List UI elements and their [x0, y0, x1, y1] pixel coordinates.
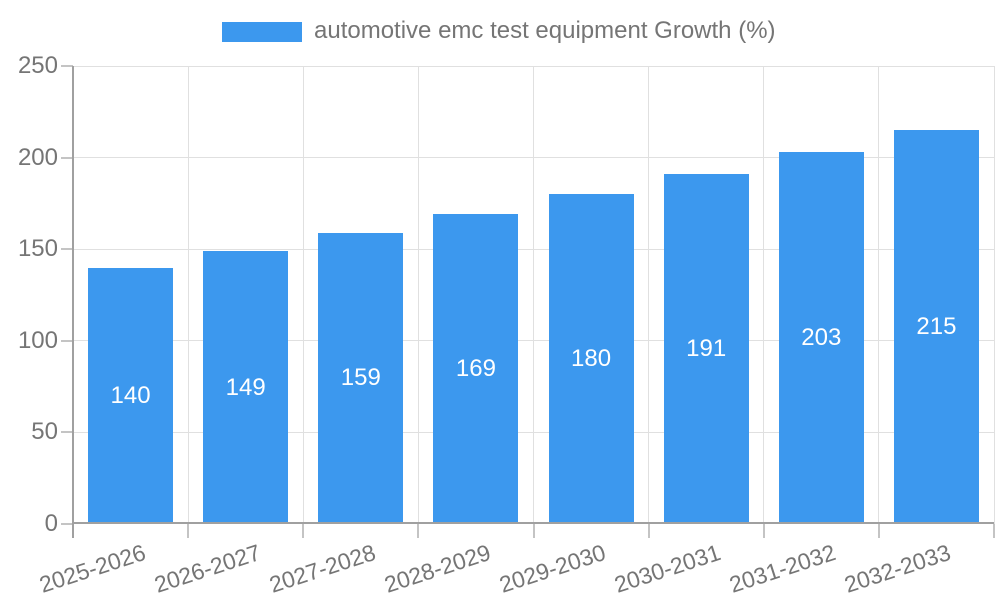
- x-axis-tick: [302, 524, 305, 538]
- x-axis-tick-label: 2026-2027: [150, 539, 264, 598]
- y-axis-tick: [61, 431, 73, 434]
- y-axis-tick-label: 50: [31, 418, 58, 446]
- y-axis-line: [72, 66, 74, 538]
- gridline-vertical: [302, 66, 304, 524]
- x-axis-tick-label: 2029-2030: [496, 539, 609, 598]
- x-axis-tick-label: 2028-2029: [381, 539, 494, 598]
- bar-value-label: 203: [801, 324, 842, 352]
- bar[interactable]: [203, 251, 289, 524]
- bar[interactable]: [778, 152, 864, 524]
- bar[interactable]: [663, 174, 749, 524]
- y-axis-tick: [61, 65, 73, 67]
- bar[interactable]: [318, 232, 404, 524]
- x-axis-tick: [647, 524, 650, 538]
- x-axis-tick: [762, 524, 765, 538]
- bar-value-label: 215: [916, 313, 957, 341]
- y-axis-tick-label: 100: [17, 326, 58, 354]
- gridline-vertical: [993, 66, 995, 524]
- bar-value-label: 169: [455, 355, 496, 383]
- x-axis-tick: [187, 524, 190, 538]
- legend-label: automotive emc test equipment Growth (%): [314, 17, 776, 44]
- gridline-vertical: [878, 66, 880, 524]
- gridline-vertical: [417, 66, 419, 524]
- bar[interactable]: [433, 214, 519, 524]
- y-axis-tick: [61, 248, 73, 251]
- y-axis-tick-label: 200: [17, 143, 58, 171]
- x-axis-tick-label: 2025-2026: [35, 539, 149, 598]
- bar[interactable]: [88, 267, 174, 524]
- gridline-vertical: [648, 66, 650, 524]
- legend-swatch-icon: [222, 22, 302, 42]
- x-axis-tick: [532, 524, 535, 538]
- y-axis-tick-label: 0: [44, 510, 58, 537]
- bar-value-label: 159: [340, 364, 381, 392]
- gridline-vertical: [763, 66, 765, 524]
- y-axis-tick: [61, 523, 73, 525]
- chart-legend: automotive emc test equipment Growth (%): [222, 18, 776, 44]
- y-axis-tick: [61, 156, 73, 159]
- bar-value-label: 191: [686, 335, 727, 363]
- bar-value-label: 140: [110, 381, 151, 409]
- y-axis-tick-label: 150: [17, 235, 58, 263]
- gridline-vertical: [533, 66, 534, 524]
- x-axis-tick-label: 2030-2031: [611, 539, 724, 598]
- bar-value-label: 149: [225, 373, 266, 401]
- y-axis-tick-label: 250: [17, 52, 58, 79]
- x-axis-tick-label: 2027-2028: [265, 539, 379, 598]
- y-axis-tick: [61, 339, 73, 342]
- x-axis-tick: [417, 524, 420, 538]
- x-axis-tick: [877, 524, 880, 538]
- x-axis-line: [73, 522, 994, 524]
- x-axis-tick-label: 2032-2033: [841, 539, 955, 598]
- bar[interactable]: [548, 194, 634, 524]
- x-axis-tick-label: 2031-2032: [726, 539, 840, 598]
- gridline-vertical: [187, 66, 189, 524]
- bar-value-label: 180: [571, 345, 612, 373]
- x-axis-tick: [993, 524, 995, 538]
- bar[interactable]: [893, 130, 979, 524]
